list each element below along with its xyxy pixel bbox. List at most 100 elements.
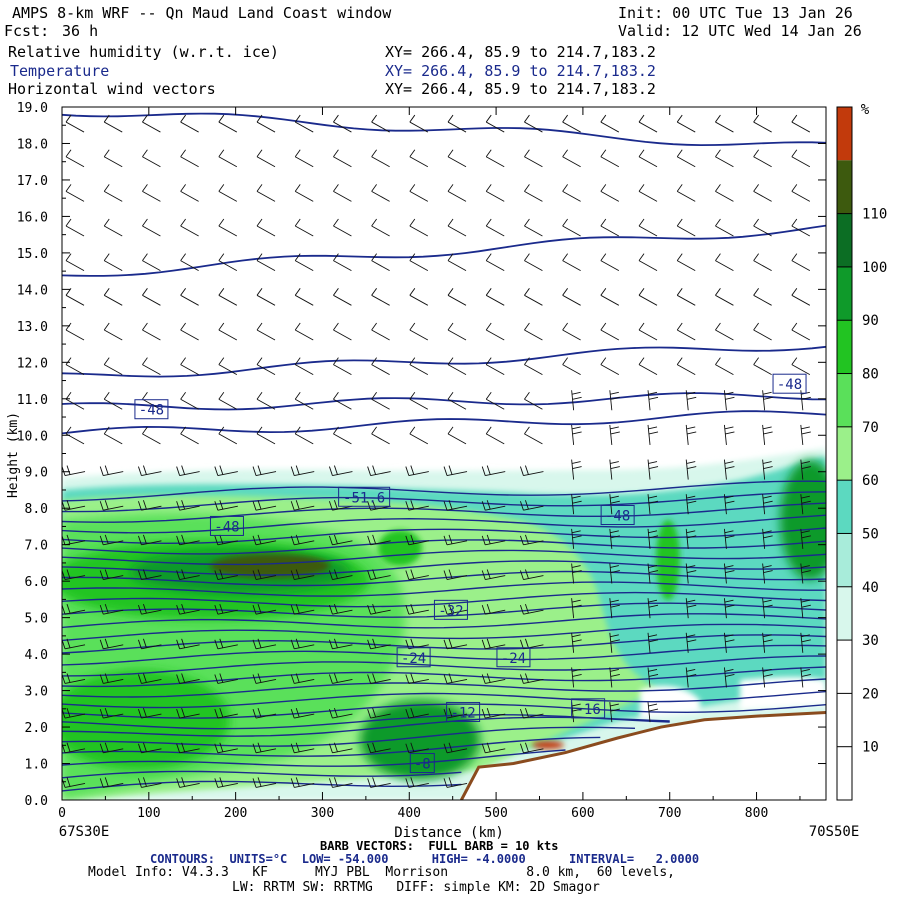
wind-barb <box>609 390 620 411</box>
wind-barb <box>252 500 277 511</box>
wind-barb <box>685 528 697 549</box>
x-left-location: 67S30E <box>59 824 110 840</box>
colorbar-unit: % <box>861 102 870 118</box>
wind-barb <box>256 114 276 133</box>
forecast-label: Fcst: <box>4 22 50 40</box>
wind-barb <box>62 604 86 615</box>
colorbar-label: 30 <box>862 633 879 649</box>
wind-barb <box>524 288 543 306</box>
x-tick-label: 200 <box>224 806 247 821</box>
wind-barb <box>723 563 735 584</box>
wind-barb <box>609 424 620 445</box>
colorbar-segment <box>837 693 852 747</box>
colorbar-segment <box>837 586 852 641</box>
wind-barb <box>562 253 581 272</box>
wind-barb <box>443 673 468 684</box>
wind-barb <box>137 673 162 684</box>
wind-barb <box>65 391 85 410</box>
wind-barb <box>524 322 543 341</box>
wind-barb <box>99 534 124 546</box>
wind-barb <box>99 465 124 477</box>
contour-label: -8 <box>414 757 431 773</box>
wind-barb <box>137 707 162 719</box>
wind-barb <box>367 638 391 650</box>
wind-barb <box>256 322 276 341</box>
wind-barb <box>99 569 124 580</box>
wind-barb <box>715 149 734 168</box>
temperature-contour <box>62 549 826 566</box>
wind-barb <box>800 632 811 653</box>
wind-barb <box>443 604 468 615</box>
colorbar-segment <box>837 266 852 321</box>
wind-barb <box>519 673 544 684</box>
wind-barb <box>367 707 391 719</box>
colorbar-segment <box>837 320 852 374</box>
wind-barb <box>294 426 314 445</box>
temperature-contour <box>62 655 826 677</box>
wind-barb <box>367 500 391 511</box>
wind-barb <box>290 569 315 580</box>
terrain-line <box>460 710 826 800</box>
wind-barb <box>447 357 467 376</box>
wind-barb <box>481 673 506 684</box>
field-rh: Relative humidity (w.r.t. ice) <box>8 43 279 61</box>
wind-barb <box>103 357 123 376</box>
wind-barb <box>481 465 506 477</box>
y-tick-label: 14.0 <box>17 283 48 298</box>
wind-barb <box>638 322 658 341</box>
wind-barb <box>218 322 238 341</box>
wind-barb <box>333 184 352 202</box>
wind-barb <box>62 673 86 684</box>
wind-barb <box>447 253 467 272</box>
wind-barb <box>65 149 85 168</box>
wind-barb <box>214 465 238 477</box>
colorbar-segment <box>837 480 852 534</box>
wind-barb <box>519 742 544 754</box>
contour-legend: CONTOURS: UNITS=°C LOW= -54.000 HIGH= -4… <box>150 852 700 866</box>
wind-barb <box>180 184 199 202</box>
wind-barb <box>762 459 773 480</box>
wind-barb <box>609 494 620 515</box>
wind-barb <box>562 288 581 306</box>
wind-barb <box>328 534 353 546</box>
wind-barb <box>333 391 352 410</box>
y-tick-label: 19.0 <box>17 101 48 116</box>
wind-barb <box>676 357 696 376</box>
wind-barb <box>290 465 315 477</box>
wind-barb <box>638 218 658 237</box>
wind-barb <box>103 114 123 133</box>
wind-barb <box>443 742 468 754</box>
wind-barb <box>290 707 315 719</box>
wind-barb <box>443 500 468 511</box>
rh-90-east <box>656 520 680 600</box>
contour-label-box <box>409 753 435 774</box>
wind-barb <box>753 253 772 272</box>
wind-barb <box>638 114 658 133</box>
contour-label-box <box>209 515 244 536</box>
wind-barb <box>252 638 277 650</box>
wind-barb <box>791 218 811 237</box>
y-tick-label: 15.0 <box>17 247 48 262</box>
wind-barb <box>371 218 390 237</box>
wind-barb <box>685 424 697 445</box>
wind-barb <box>176 707 200 719</box>
wind-barb <box>214 707 238 719</box>
wind-barb <box>371 391 390 410</box>
wind-barb <box>176 742 200 754</box>
wind-barb <box>328 569 353 580</box>
wind-barb <box>762 598 773 619</box>
wind-barb <box>723 494 735 515</box>
temperature-contour <box>62 613 826 629</box>
wind-barb <box>103 149 123 168</box>
wind-barb <box>256 218 276 237</box>
wind-barb <box>180 288 199 306</box>
wind-barb <box>256 288 276 306</box>
wind-barb <box>485 357 505 376</box>
wind-barb <box>647 632 659 653</box>
contour-label: -51.6 <box>343 490 385 506</box>
wind-barb <box>676 184 696 202</box>
temperature-contour <box>62 780 462 792</box>
wind-barb <box>609 667 620 688</box>
wind-barb <box>443 638 468 650</box>
wind-barb <box>600 322 620 341</box>
